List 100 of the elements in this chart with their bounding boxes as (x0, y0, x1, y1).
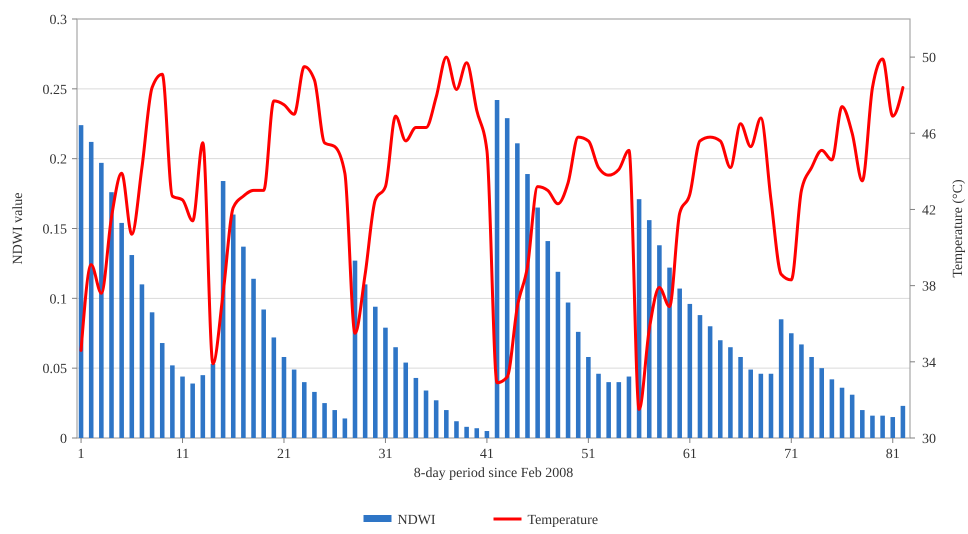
bar (332, 410, 337, 438)
bar (778, 319, 784, 438)
x-tick-label: 41 (480, 447, 494, 462)
bar (596, 374, 601, 438)
y2-tick-label: 30 (922, 432, 936, 447)
bar (667, 268, 672, 438)
bar (606, 382, 611, 438)
x-tick-label: 81 (886, 447, 900, 462)
bar (789, 333, 794, 438)
bar (830, 379, 834, 438)
bar (799, 344, 804, 438)
bar (626, 376, 632, 438)
bar (556, 272, 560, 438)
bar (130, 255, 134, 438)
bar (160, 343, 165, 438)
bar (444, 410, 449, 438)
x-tick-label: 71 (784, 447, 798, 462)
bar (464, 426, 469, 438)
y2-tick-label: 46 (922, 127, 936, 142)
x-tick-label: 61 (682, 447, 697, 462)
legend-label: NDWI (398, 513, 436, 528)
bar (880, 416, 885, 438)
bar (373, 306, 378, 438)
bar (210, 364, 216, 438)
bar (302, 382, 307, 438)
bar (362, 284, 368, 438)
legend-label: Temperature (528, 513, 598, 528)
bar (515, 143, 520, 438)
y-axis-title: NDWI value (11, 192, 26, 264)
bar (140, 284, 144, 438)
x-tick-label: 21 (276, 447, 291, 462)
bar (282, 356, 286, 438)
bar (850, 394, 854, 438)
line-series (80, 56, 904, 411)
bar (342, 418, 348, 438)
bar (484, 431, 490, 438)
bar (576, 332, 581, 438)
bar (230, 214, 236, 438)
bar (393, 347, 398, 438)
bar (414, 378, 418, 438)
bar (657, 245, 662, 438)
y-tick-label: 0 (60, 432, 67, 447)
bar (109, 192, 114, 438)
bar (150, 312, 154, 438)
bar (494, 100, 500, 438)
bar (809, 356, 814, 438)
bar (748, 370, 753, 438)
bar (261, 310, 266, 438)
y2-tick-label: 50 (922, 51, 936, 66)
bar (474, 428, 480, 438)
bar (119, 222, 124, 438)
bar (616, 382, 622, 438)
bar (535, 208, 540, 438)
bar (738, 356, 743, 438)
bar (322, 403, 327, 438)
y-tick-label: 0.3 (50, 13, 67, 28)
bar (312, 392, 317, 438)
bar (525, 174, 530, 438)
y2-tick-label: 34 (922, 356, 936, 371)
bar (900, 406, 906, 438)
bar (860, 410, 865, 438)
bar (870, 416, 875, 438)
bar (728, 347, 733, 438)
bar (566, 302, 570, 438)
y-tick-label: 0.15 (42, 222, 67, 238)
y2-axis-title: Temperature (°C) (951, 179, 966, 278)
bar (403, 362, 408, 438)
bar (424, 390, 428, 438)
y-tick-label: 0.1 (50, 292, 67, 308)
bar (677, 288, 682, 438)
bar (454, 421, 459, 438)
bar (688, 304, 692, 438)
bar (890, 417, 896, 438)
y2-tick-label: 42 (922, 203, 936, 218)
bar (241, 246, 246, 438)
bar (99, 162, 104, 438)
bar (88, 142, 94, 438)
bar (840, 388, 844, 438)
y2-tick-label: 38 (922, 280, 936, 295)
bar (758, 374, 764, 438)
y-tick-label: 0.05 (42, 362, 67, 378)
bar (698, 315, 702, 438)
bar (383, 328, 388, 438)
bar (251, 278, 256, 438)
y-tick-label: 0.25 (42, 82, 67, 98)
bar (504, 118, 510, 438)
bar (768, 374, 774, 438)
bar (190, 384, 195, 438)
x-axis-title: 8-day period since Feb 2008 (414, 466, 574, 481)
bar (819, 368, 824, 438)
x-tick-label: 11 (176, 447, 190, 462)
y-tick-label: 0.2 (50, 152, 67, 168)
bar (272, 337, 276, 438)
bar (546, 241, 550, 438)
bar (170, 365, 175, 438)
bar (434, 400, 438, 438)
x-tick-label: 1 (78, 447, 85, 462)
bar (586, 356, 591, 438)
bar (708, 326, 712, 438)
bar (200, 375, 206, 438)
